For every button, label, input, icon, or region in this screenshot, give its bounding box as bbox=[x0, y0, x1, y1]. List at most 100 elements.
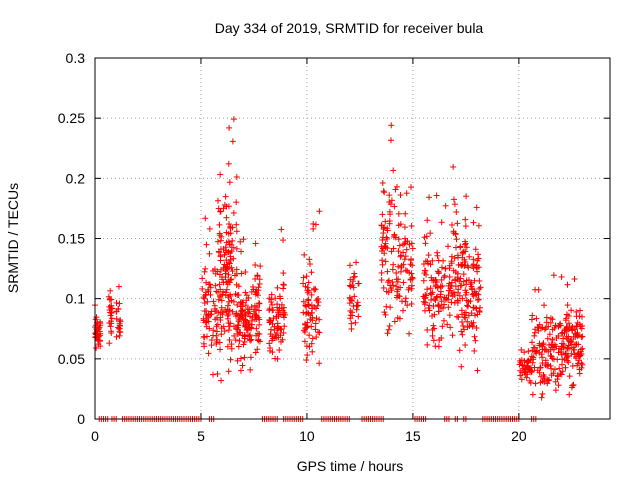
data-point bbox=[450, 289, 457, 296]
data-point bbox=[384, 245, 391, 252]
data-point bbox=[463, 289, 470, 296]
data-point bbox=[578, 360, 585, 367]
data-point bbox=[252, 262, 259, 269]
data-point bbox=[433, 192, 440, 199]
data-point bbox=[544, 363, 551, 370]
data-point bbox=[312, 320, 319, 327]
data-point bbox=[233, 266, 240, 273]
data-point bbox=[541, 302, 548, 309]
data-point bbox=[280, 282, 287, 289]
data-point bbox=[568, 307, 575, 314]
data-point bbox=[470, 304, 477, 311]
data-point bbox=[215, 309, 222, 316]
data-point bbox=[300, 274, 307, 281]
data-point bbox=[279, 336, 286, 343]
data-point bbox=[266, 305, 273, 312]
data-point bbox=[237, 367, 244, 374]
data-point bbox=[116, 332, 123, 339]
data-point bbox=[106, 319, 113, 326]
data-point bbox=[532, 286, 539, 293]
data-point bbox=[212, 316, 219, 323]
data-point bbox=[525, 348, 532, 355]
data-point bbox=[237, 329, 244, 336]
data-point bbox=[250, 308, 257, 315]
data-point bbox=[221, 201, 228, 208]
data-point bbox=[456, 347, 463, 354]
data-point bbox=[201, 334, 208, 341]
data-point bbox=[206, 225, 213, 232]
data-point bbox=[242, 323, 249, 330]
data-point bbox=[424, 341, 431, 348]
data-point bbox=[463, 244, 470, 251]
data-point bbox=[473, 204, 480, 211]
y-tick-label: 0.1 bbox=[66, 291, 86, 307]
data-point bbox=[242, 269, 249, 276]
data-point bbox=[459, 311, 466, 318]
data-point bbox=[350, 303, 357, 310]
data-point bbox=[210, 298, 217, 305]
data-point bbox=[233, 199, 240, 206]
data-point bbox=[427, 261, 434, 268]
data-point bbox=[395, 222, 402, 229]
data-point bbox=[307, 261, 314, 268]
data-point bbox=[278, 305, 285, 312]
data-point bbox=[462, 223, 469, 230]
data-point bbox=[386, 217, 393, 224]
data-point bbox=[522, 371, 529, 378]
data-point bbox=[475, 222, 482, 229]
x-tick-label: 10 bbox=[299, 428, 315, 444]
data-point bbox=[448, 221, 455, 228]
data-point bbox=[555, 382, 562, 389]
data-point bbox=[273, 334, 280, 341]
data-point bbox=[428, 274, 435, 281]
data-point bbox=[350, 284, 357, 291]
data-point bbox=[472, 337, 479, 344]
data-point bbox=[243, 327, 250, 334]
data-point bbox=[403, 190, 410, 197]
data-point bbox=[96, 338, 103, 345]
data-point bbox=[428, 296, 435, 303]
data-point bbox=[546, 331, 553, 338]
data-point bbox=[300, 309, 307, 316]
data-point bbox=[408, 256, 415, 263]
data-point bbox=[253, 325, 260, 332]
data-point bbox=[455, 261, 462, 268]
data-point bbox=[576, 370, 583, 377]
data-point bbox=[435, 301, 442, 308]
data-point bbox=[422, 240, 429, 247]
data-point bbox=[541, 379, 548, 386]
data-point bbox=[477, 284, 484, 291]
data-point bbox=[199, 275, 206, 282]
data-point bbox=[454, 252, 461, 259]
data-point bbox=[212, 270, 219, 277]
data-point bbox=[400, 249, 407, 256]
data-point bbox=[471, 333, 478, 340]
data-point bbox=[300, 298, 307, 305]
data-point bbox=[432, 283, 439, 290]
data-point bbox=[384, 225, 391, 232]
data-point bbox=[228, 241, 235, 248]
data-point bbox=[116, 320, 123, 327]
data-point bbox=[424, 217, 431, 224]
data-point bbox=[266, 319, 273, 326]
data-point bbox=[465, 264, 472, 271]
data-point bbox=[300, 280, 307, 287]
data-point bbox=[531, 348, 538, 355]
data-point bbox=[217, 257, 224, 264]
data-point bbox=[380, 188, 387, 195]
data-point bbox=[210, 327, 217, 334]
data-point bbox=[234, 357, 241, 364]
data-point bbox=[536, 342, 543, 349]
data-point bbox=[397, 253, 404, 260]
data-point bbox=[235, 283, 242, 290]
data-point bbox=[574, 319, 581, 326]
data-point bbox=[528, 353, 535, 360]
data-point bbox=[231, 332, 238, 339]
data-point bbox=[113, 299, 120, 306]
data-point bbox=[379, 179, 386, 186]
data-point bbox=[237, 314, 244, 321]
data-point bbox=[276, 293, 283, 300]
data-point bbox=[215, 248, 222, 255]
data-point bbox=[273, 314, 280, 321]
